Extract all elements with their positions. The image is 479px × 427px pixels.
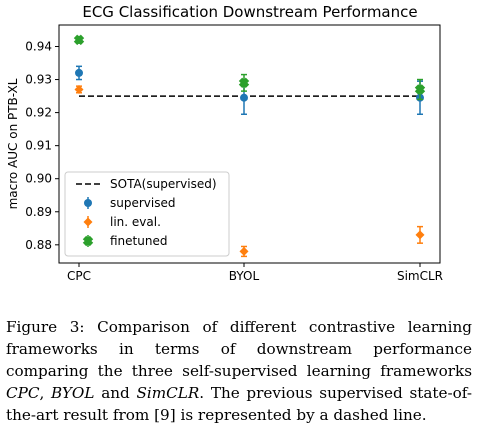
point-s2-0 xyxy=(73,34,85,46)
point-s0-0 xyxy=(75,68,83,77)
point-s1-0 xyxy=(74,84,84,94)
legend-swatch-marker-2 xyxy=(82,235,94,247)
plot-frame xyxy=(58,24,441,264)
y-tick-label-4: 0.92 xyxy=(25,106,52,120)
legend: SOTA(supervised) supervised lin. eval. fine… xyxy=(64,171,230,257)
caption-and: and xyxy=(94,384,137,402)
chart: ECG Classification Downstream Performanc… xyxy=(6,3,443,283)
caption-term-simclr: SimCLR xyxy=(136,384,200,402)
x-tick-label-1: BYOL xyxy=(229,269,260,283)
legend-label-1: lin. eval. xyxy=(110,215,161,229)
chart-title: ECG Classification Downstream Performanc… xyxy=(82,3,417,21)
caption-term-cpc: CPC xyxy=(6,384,40,402)
point-s2-1 xyxy=(238,77,250,89)
y-tick-label-5: 0.93 xyxy=(25,73,52,87)
legend-swatch-marker-0 xyxy=(84,199,92,207)
figure-caption: Figure 3: Comparison of different contra… xyxy=(6,316,472,426)
point-s0-1 xyxy=(240,93,248,102)
caption-prefix: Figure 3: Comparison of different contra… xyxy=(6,318,472,380)
y-tick-label-2: 0.90 xyxy=(25,172,52,186)
x-tick-label-0: CPC xyxy=(67,269,91,283)
legend-label-0: supervised xyxy=(110,196,175,210)
y-axis-label: macro AUC on PTB-XL xyxy=(6,78,20,209)
x-tick-label-2: SimCLR xyxy=(397,269,443,283)
legend-label-2: finetuned xyxy=(110,234,167,248)
legend-label-reference: SOTA(supervised) xyxy=(110,177,217,191)
caption-term-byol: BYOL xyxy=(51,384,95,402)
caption-comma: , xyxy=(39,384,52,402)
legend-swatch-marker-1 xyxy=(83,217,93,227)
point-s1-2 xyxy=(415,230,425,240)
caption-suffix: . The previous supervised state-of-the-a… xyxy=(6,384,472,424)
legend-box xyxy=(64,171,230,257)
y-tick-label-0: 0.88 xyxy=(25,238,52,252)
y-tick-label-3: 0.91 xyxy=(25,139,52,153)
point-s1-1 xyxy=(239,246,249,256)
data-marks xyxy=(73,34,426,258)
y-axis: 0.88 0.89 0.90 0.91 0.92 0.93 0.94 xyxy=(25,39,59,252)
y-tick-label-6: 0.94 xyxy=(25,39,52,53)
y-tick-label-1: 0.89 xyxy=(25,205,52,219)
point-s2-2 xyxy=(414,84,426,95)
x-axis: CPC BYOL SimCLR xyxy=(67,263,443,283)
